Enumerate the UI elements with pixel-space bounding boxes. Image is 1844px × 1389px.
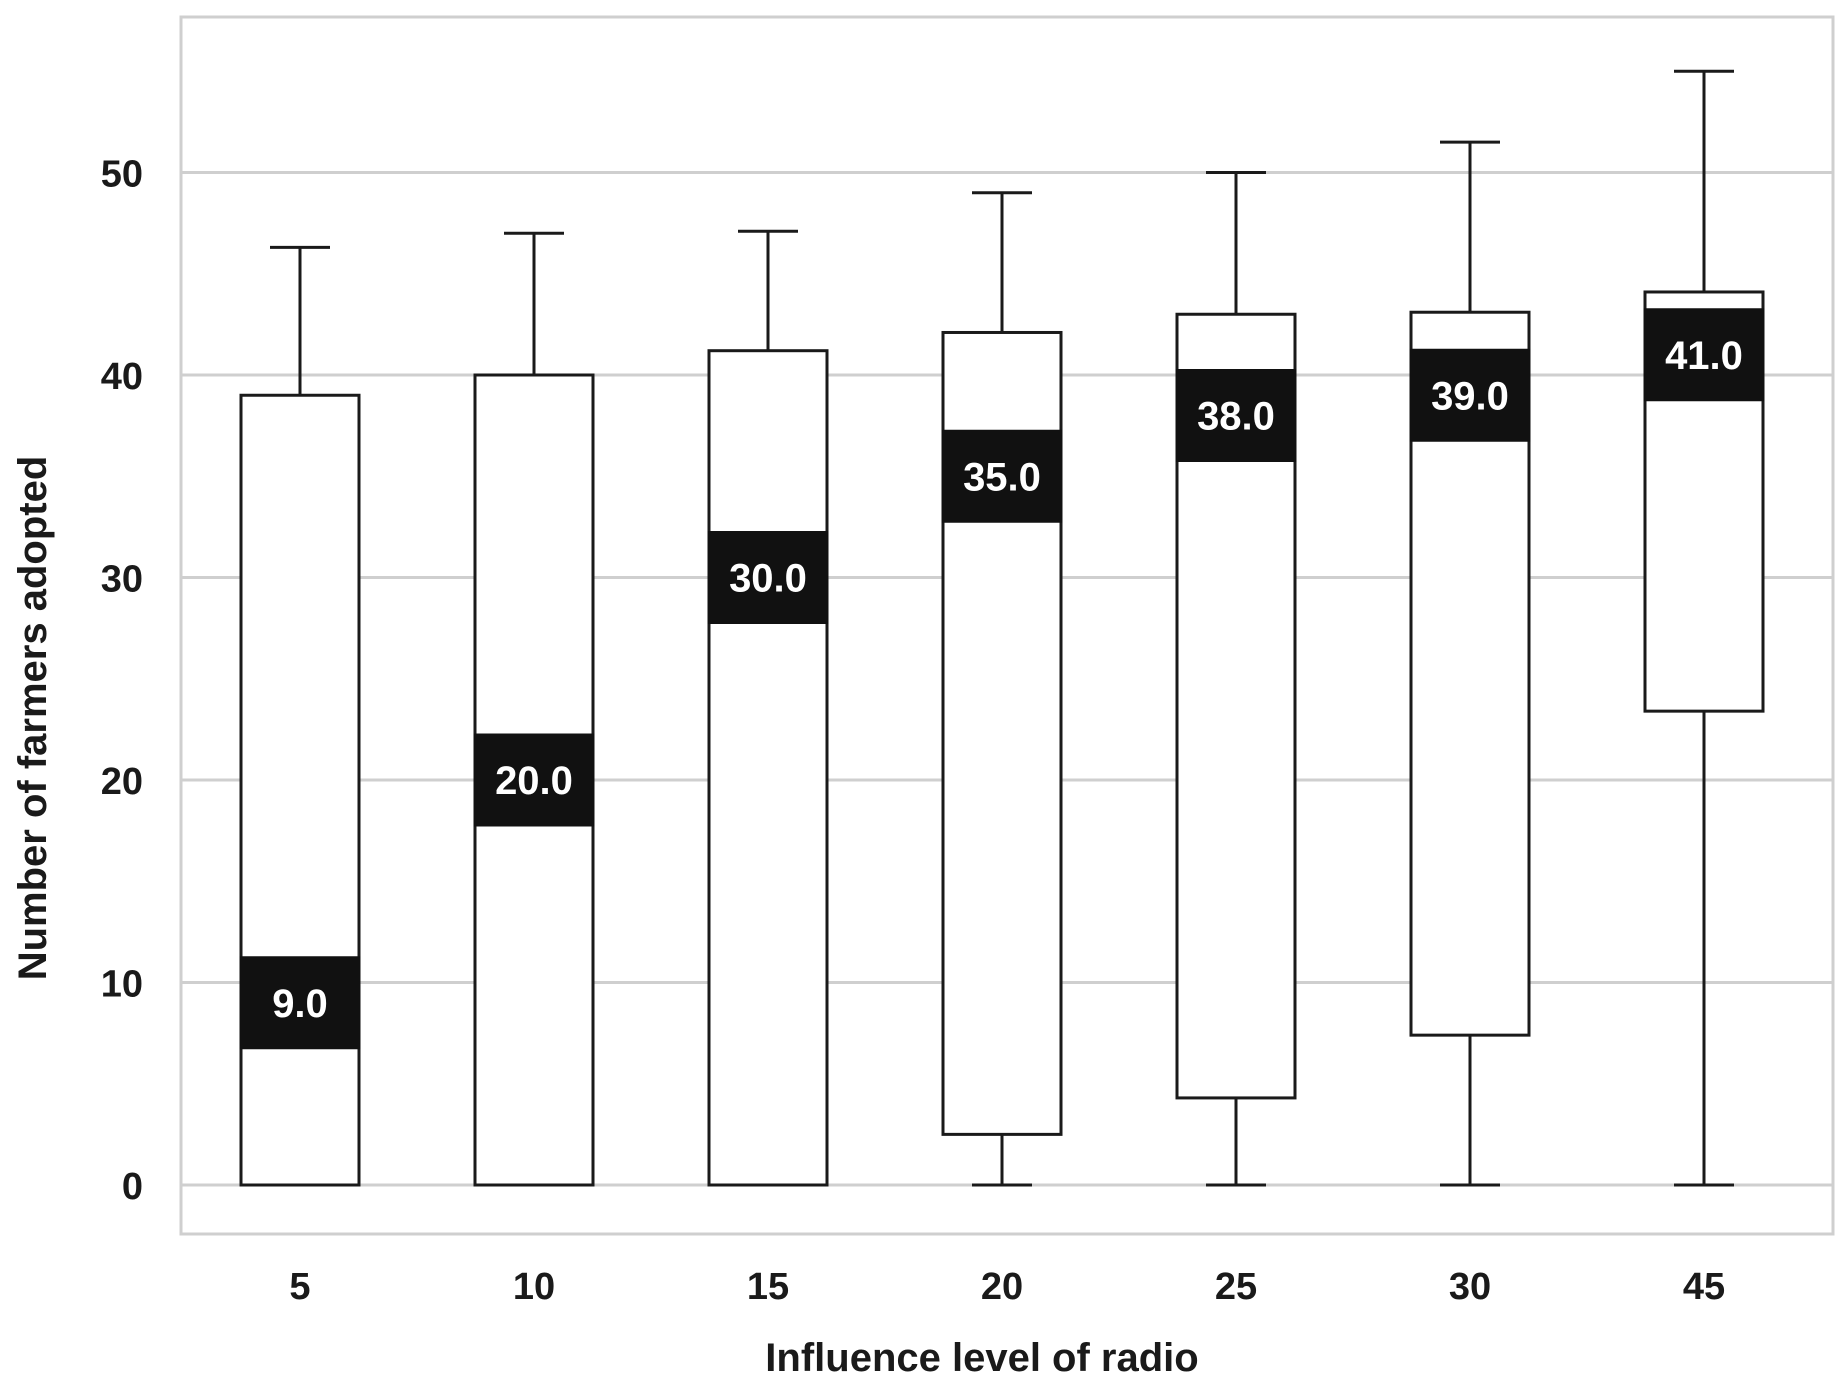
median-band [1175,369,1297,462]
boxes: 9.0 20.0 30.0 35.0 38.0 39.0 41.0 [239,69,1765,1187]
box-45: 41.0 [1643,69,1765,1187]
median-band [473,733,595,827]
box-20: 35.0 [941,191,1063,1187]
y-tick-label: 10 [101,964,143,1006]
median-band [239,956,361,1050]
median-band [1643,308,1765,402]
median-label: 35.0 [963,455,1041,499]
median-band [941,429,1063,523]
box-15: 30.0 [707,229,829,1187]
x-tick-label: 30 [1449,1266,1491,1308]
iqr-box [239,393,361,1187]
x-tick-label: 10 [513,1266,555,1308]
x-tick-label: 20 [981,1266,1023,1308]
box-10: 20.0 [473,231,595,1187]
x-axis-title: Influence level of radio [765,1336,1198,1380]
x-tick-label: 25 [1215,1266,1257,1308]
x-tick-label: 5 [289,1266,310,1308]
y-axis-title: Number of farmers adopted [11,456,55,981]
y-tick-label: 50 [101,154,143,196]
y-tick-label: 0 [122,1166,143,1208]
median-label: 39.0 [1431,374,1509,418]
y-tick-labels: 0 10 20 30 40 50 [101,154,143,1209]
y-tick-label: 30 [101,559,143,601]
median-label: 41.0 [1665,334,1743,378]
median-label: 38.0 [1197,395,1275,439]
median-label: 9.0 [272,982,328,1026]
plot-frame [179,15,1835,1236]
x-tick-labels: 5 10 15 20 25 30 45 [289,1266,1725,1308]
x-tick-label: 45 [1683,1266,1725,1308]
median-label: 30.0 [729,557,807,601]
box-5: 9.0 [239,245,361,1187]
box-30: 39.0 [1409,140,1531,1187]
y-tick-label: 20 [101,761,143,803]
median-band [707,531,829,624]
box-25: 38.0 [1175,171,1297,1187]
x-tick-label: 15 [747,1266,789,1308]
median-band [1409,348,1531,442]
median-label: 20.0 [495,759,573,803]
iqr-box [707,349,829,1187]
y-tick-label: 40 [101,356,143,398]
